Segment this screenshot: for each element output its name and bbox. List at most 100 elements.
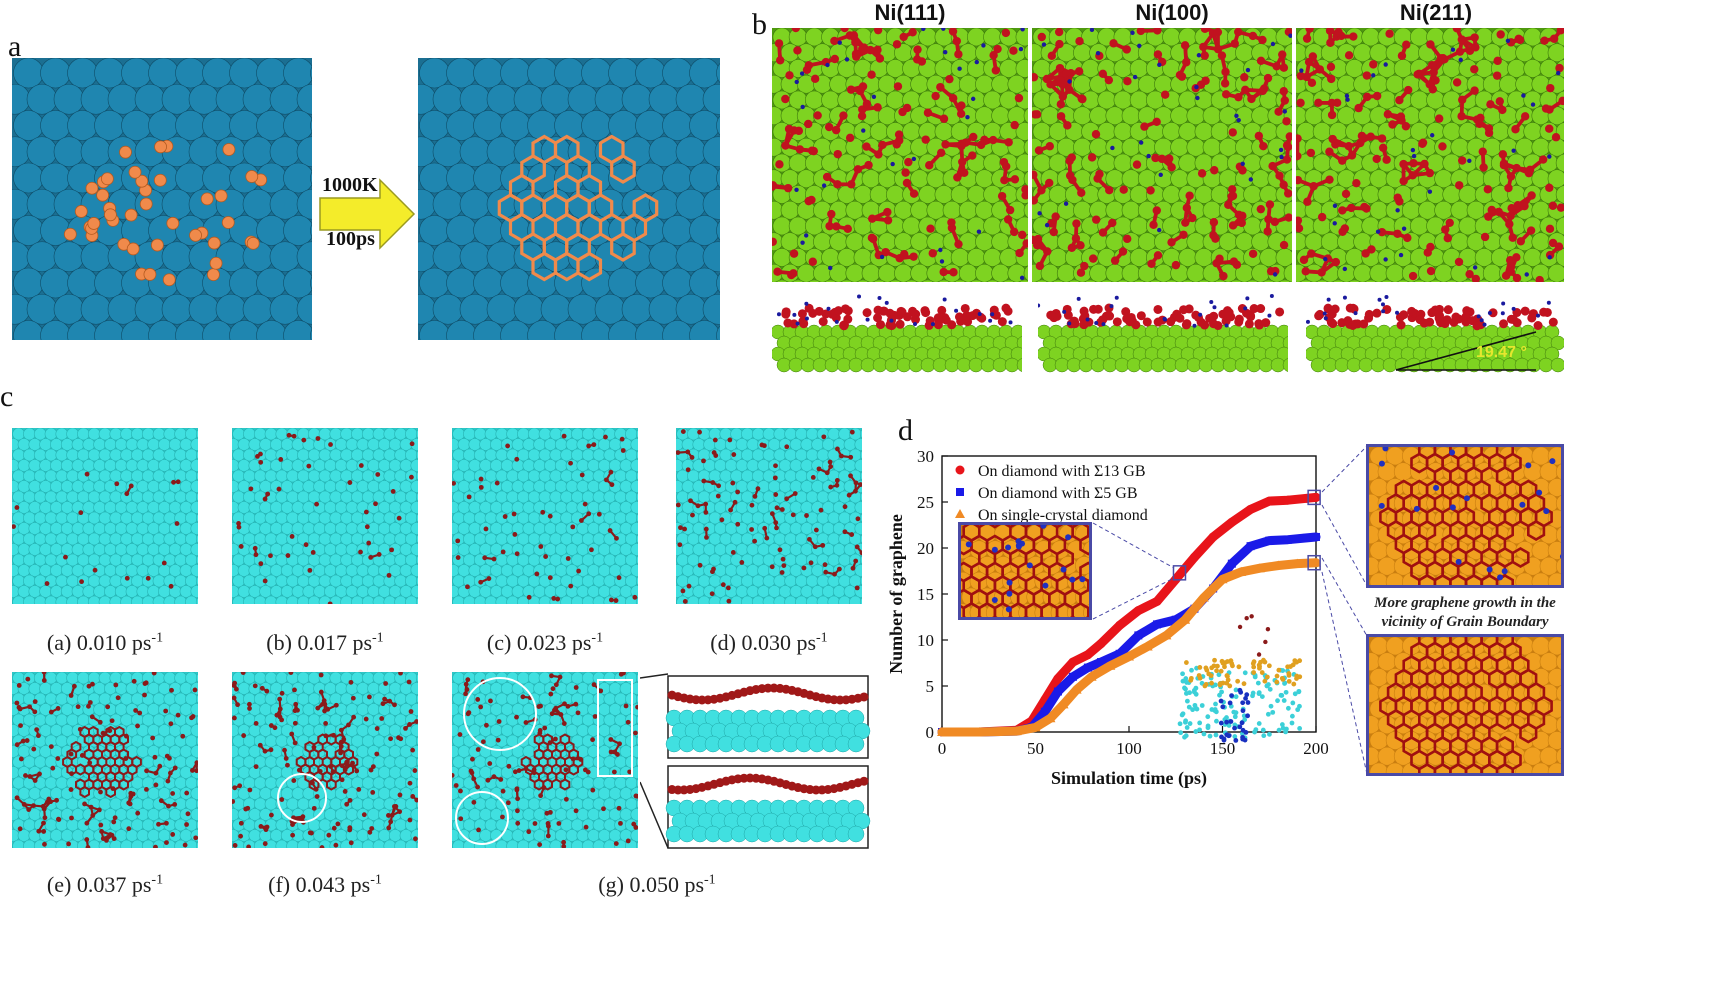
data-point (1254, 563, 1265, 573)
panel-a-letter: a (8, 30, 22, 63)
data-point (1096, 639, 1106, 649)
data-point (1086, 671, 1097, 681)
panel-d-caption: More graphene growth in the vicinity of … (1374, 595, 1556, 630)
side-substrate-layers (772, 324, 1022, 373)
panel-a-arrow-time: 100ps (326, 228, 375, 250)
panel-d-inset-left-image (958, 522, 1092, 620)
substrate-lattice (418, 58, 720, 340)
carbon-network (1296, 28, 1564, 282)
side-carbon-layer (1038, 294, 1285, 331)
y-tick-label: 30 (917, 447, 934, 466)
panel-c-frame-g-image (452, 672, 638, 848)
carbon-network (676, 429, 862, 604)
data-point (1030, 722, 1041, 732)
data-point (1153, 620, 1162, 629)
x-axis-label: Simulation time (ps) (1051, 768, 1207, 789)
data-point (1096, 658, 1105, 667)
data-point (1273, 560, 1284, 570)
panel-d-letter: d (898, 414, 913, 447)
highlight-circle (463, 677, 537, 751)
dopant-dots (794, 28, 1025, 281)
carbon-atoms-scattered (63, 139, 268, 287)
zoom-marker (1307, 554, 1321, 571)
data-point (1302, 533, 1311, 542)
data-point (1142, 641, 1153, 651)
data-point (1302, 493, 1312, 503)
substrate-lattice (961, 525, 1089, 617)
graphene-hex-patch (295, 733, 359, 791)
data-point (1115, 620, 1125, 630)
dopant-dots (1299, 38, 1561, 277)
panel-c-label-b: (b) 0.017 ps-1 (266, 630, 384, 655)
plot-inset-structure (1177, 614, 1303, 743)
data-point (1045, 713, 1056, 723)
side-substrate-layers (1306, 324, 1564, 373)
panel-b-ni100-side-image (1038, 292, 1288, 374)
data-point (1058, 699, 1069, 709)
highlight-rect (597, 679, 633, 777)
data-point (1040, 707, 1049, 716)
data-point (1311, 557, 1321, 567)
y-tick-label: 25 (917, 493, 934, 512)
highlight-circle (277, 773, 327, 823)
panel-c-frame-f-image (232, 672, 418, 848)
y-tick-label: 0 (926, 723, 935, 742)
series-2 (937, 557, 1321, 737)
data-point (1217, 574, 1228, 584)
panel-d-inset-bottom-right-image (1366, 634, 1564, 776)
substrate-lattice (452, 672, 638, 848)
panel-c-frame-b-image (232, 428, 418, 604)
panel-a-arrow (318, 170, 418, 270)
grain-boundary-atoms (965, 525, 1086, 613)
data-point (1236, 566, 1247, 576)
substrate-lattice (12, 58, 312, 340)
substrate-lattice (1369, 447, 1561, 585)
panel-c-label-f: (f) 0.043 ps-1 (268, 872, 382, 897)
data-point (1105, 660, 1116, 670)
panel-c-label-e: (e) 0.037 ps-1 (46, 872, 164, 897)
highlight-circle (455, 791, 509, 845)
data-point (937, 727, 947, 736)
data-point (1083, 663, 1092, 672)
panel-c-label-g: (g) 0.050 ps-1 (598, 872, 716, 897)
graphene-hex-patch (1379, 447, 1553, 585)
panel-c-label-a: (a) 0.010 ps-1 (46, 630, 164, 655)
dopant-dots (1037, 28, 1292, 277)
graphene-hex-patch (520, 733, 584, 791)
side-carbon-layer (1306, 294, 1558, 331)
data-point (1311, 492, 1321, 502)
data-point (1312, 532, 1320, 541)
panel-a-before-image (12, 58, 312, 340)
panel-c-frame-c-image (452, 428, 638, 604)
data-point (1133, 606, 1143, 616)
x-tick-label: 50 (1027, 739, 1044, 758)
side-carbon-layer (776, 294, 1013, 331)
panel-d-chart: 0 50 100 150 200 0 5 10 15 20 25 30 Simulation time … (880, 440, 1350, 830)
substrate-lattice (12, 428, 198, 604)
x-tick-label: 150 (1210, 739, 1236, 758)
graphene-hex-patch (62, 725, 142, 799)
panel-a-arrow-temperature: 1000K (322, 174, 378, 196)
panel-c-frame-d-image (676, 428, 862, 604)
x-tick-label: 200 (1303, 739, 1329, 758)
legend-marker (955, 465, 965, 475)
data-point (1265, 536, 1274, 545)
panel-b-ni111-side-image (772, 292, 1022, 374)
data-point (1134, 631, 1143, 640)
data-point (1161, 630, 1172, 640)
data-point (1068, 657, 1078, 667)
carbon-network (236, 432, 415, 604)
legend-marker (955, 509, 965, 518)
carbon-network (1032, 28, 1292, 281)
data-point (974, 727, 985, 736)
data-point (1198, 592, 1209, 602)
data-point (1053, 674, 1063, 684)
carbon-network (14, 672, 198, 848)
data-point (1189, 552, 1199, 562)
panel-c-frame-a-image (12, 428, 198, 604)
data-point (1264, 496, 1274, 506)
series-line (937, 558, 1321, 737)
x-tick-label: 100 (1116, 739, 1142, 758)
panel-b-title-ni100: Ni(100) (1135, 0, 1209, 25)
panel-b-angle-label: 19.47 ° (1476, 344, 1527, 361)
